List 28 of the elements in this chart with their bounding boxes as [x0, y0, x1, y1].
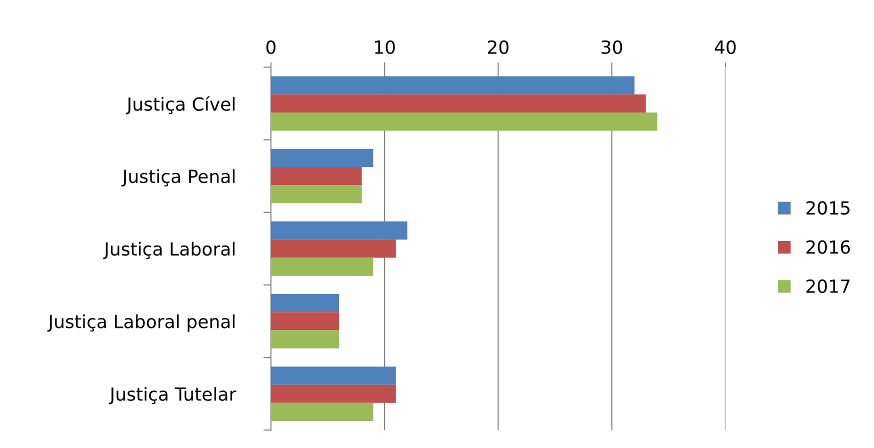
y-tick-label: Justiça Tutelar	[108, 386, 236, 404]
y-tick-label: Justiça Cível	[126, 96, 235, 114]
x-tick-label: 20	[488, 40, 508, 54]
legend-label: 2016	[806, 240, 850, 254]
bar	[270, 330, 340, 348]
x-tick-label: 10	[375, 40, 395, 54]
bar	[270, 76, 635, 94]
x-tick-label: 40	[714, 40, 736, 54]
bar	[270, 148, 374, 167]
bar	[270, 221, 408, 240]
bar	[270, 94, 646, 113]
y-tick-label: Justiça Laboral penal	[47, 314, 235, 332]
bar	[270, 185, 362, 204]
bar	[270, 294, 340, 312]
bar	[270, 112, 658, 131]
bar	[270, 166, 362, 186]
bar	[270, 402, 374, 422]
bar	[270, 240, 396, 258]
bar	[270, 312, 340, 330]
x-tick-label: 0	[266, 40, 276, 54]
bar	[270, 258, 374, 276]
legend-label: 2015	[806, 201, 850, 215]
bar	[270, 384, 396, 403]
legend-label: 2017	[806, 279, 850, 294]
x-tick-label: 30	[602, 40, 622, 54]
y-tick-label: Justiça Laboral	[103, 242, 235, 260]
y-tick-label: Justiça Penal	[121, 169, 235, 187]
bar	[270, 366, 396, 385]
